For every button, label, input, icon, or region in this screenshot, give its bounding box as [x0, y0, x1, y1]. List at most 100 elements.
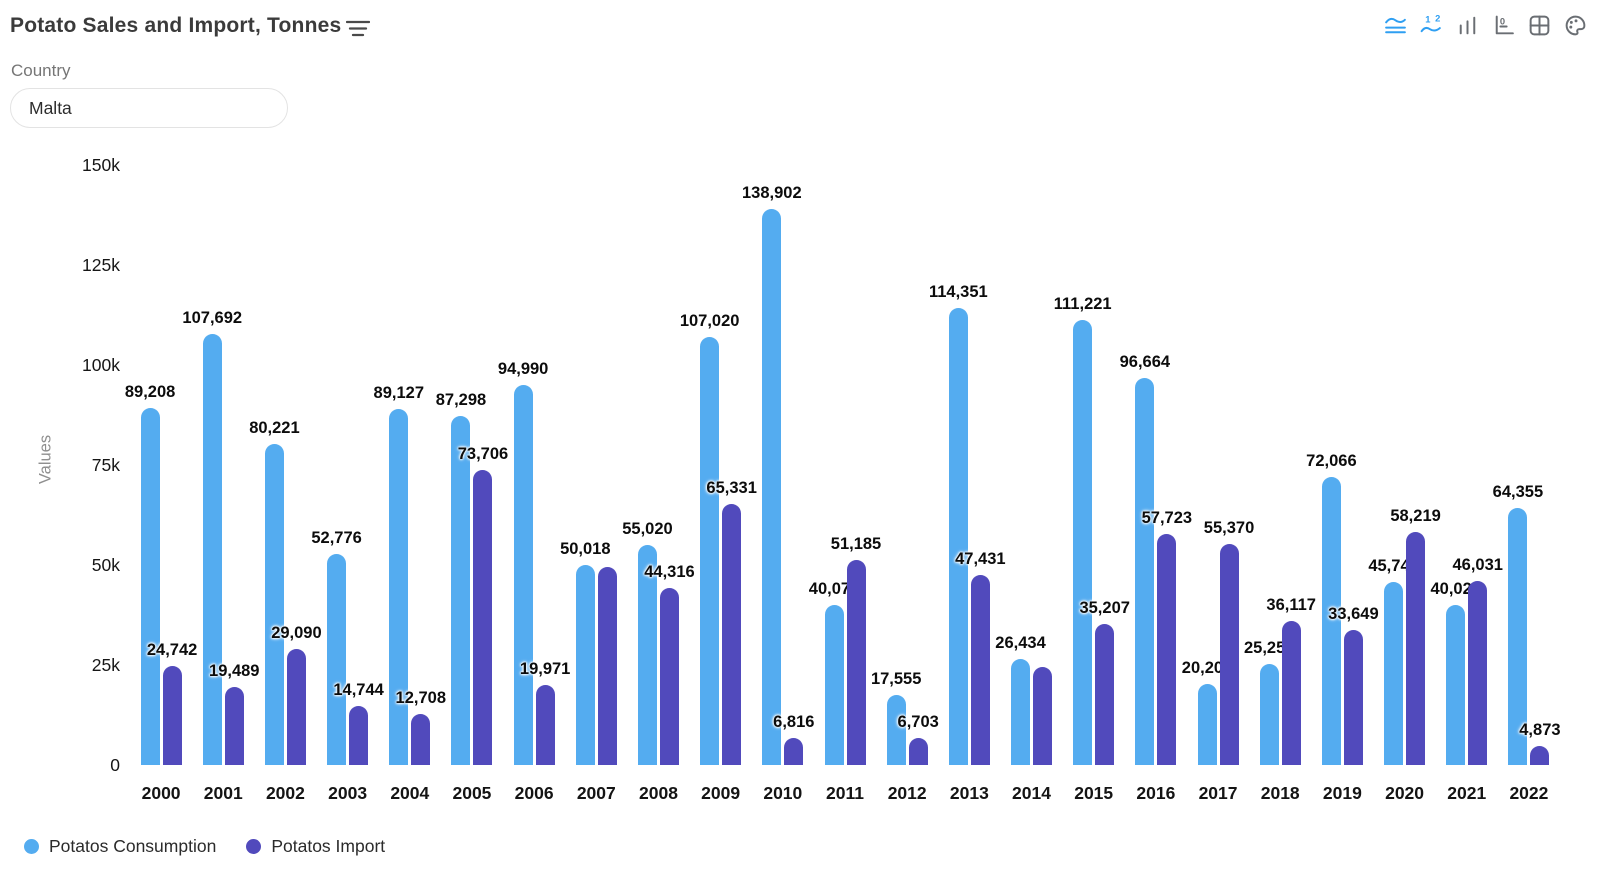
import-bar-2009[interactable] — [722, 503, 742, 765]
consumption-bar-2010[interactable] — [762, 209, 782, 765]
consumption-bar-2013[interactable] — [948, 307, 968, 765]
import-bar-2001[interactable] — [224, 687, 244, 765]
filter-icon[interactable] — [346, 19, 370, 39]
import-bar-2014[interactable] — [1033, 667, 1053, 765]
x-axis-label-2010: 2010 — [763, 783, 803, 803]
import-value-label-2009: 65,331 — [706, 478, 757, 497]
import-value-label-2019: 33,649 — [1328, 605, 1379, 624]
import-value-label-2005: 73,706 — [457, 445, 509, 464]
import-bar-2016[interactable] — [1157, 534, 1177, 765]
y-tick-label: 150k — [82, 155, 120, 175]
import-value-label-2006: 19,971 — [519, 660, 571, 679]
consumption-value-label-2007: 50,018 — [560, 539, 611, 558]
consumption-value-label-2019: 72,066 — [1306, 451, 1357, 470]
import-bar-2012[interactable] — [908, 738, 928, 765]
consumption-bar-2020[interactable] — [1384, 582, 1404, 765]
consumption-bar-2000[interactable] — [140, 408, 160, 765]
import-bar-2007[interactable] — [597, 567, 617, 765]
legend-label: Potatos Consumption — [49, 836, 217, 856]
import-bar-2013[interactable] — [970, 575, 990, 765]
bar-chart-icon[interactable] — [1455, 13, 1480, 38]
import-bar-2002[interactable] — [286, 648, 306, 765]
palette-icon[interactable] — [1563, 13, 1588, 38]
consumption-bar-2016[interactable] — [1135, 378, 1155, 765]
consumption-bar-2001[interactable] — [202, 334, 222, 765]
x-axis-label-2007: 2007 — [576, 783, 616, 803]
import-bar-2017[interactable] — [1219, 543, 1239, 765]
x-axis-label-2020: 2020 — [1385, 783, 1425, 803]
import-value-label-2017: 55,370 — [1203, 518, 1255, 537]
x-axis-label-2013: 2013 — [949, 783, 989, 803]
import-bar-2020[interactable] — [1406, 532, 1426, 765]
consumption-bar-2019[interactable] — [1321, 476, 1341, 765]
legend-label: Potatos Import — [271, 836, 386, 856]
x-axis-label-2008: 2008 — [639, 783, 678, 803]
import-value-label-2008: 44,316 — [644, 562, 695, 581]
x-axis-label-2003: 2003 — [328, 783, 368, 803]
import-bar-2019[interactable] — [1343, 630, 1363, 765]
consumption-value-label-2008: 55,020 — [622, 519, 673, 538]
consumption-bar-2007[interactable] — [575, 564, 595, 765]
consumption-bar-2003[interactable] — [327, 553, 347, 765]
consumption-value-label-2015: 111,221 — [1053, 295, 1112, 314]
import-bar-2000[interactable] — [162, 666, 182, 765]
data-grid-icon[interactable] — [1527, 13, 1552, 38]
import-bar-2006[interactable] — [535, 685, 555, 765]
import-bar-2015[interactable] — [1095, 624, 1115, 765]
consumption-bar-2017[interactable] — [1197, 684, 1217, 765]
chart-toolbar: 1 2 0 — [1383, 13, 1588, 38]
country-filter-label: Country — [11, 61, 71, 80]
svg-text:0: 0 — [1500, 16, 1505, 26]
y-tick-label: 100k — [82, 355, 120, 375]
import-bar-2011[interactable] — [846, 560, 866, 765]
import-bar-2021[interactable] — [1468, 580, 1488, 765]
legend-item-import[interactable]: Potatos Import — [246, 836, 385, 857]
import-bar-2003[interactable] — [349, 706, 369, 765]
consumption-bar-2012[interactable] — [886, 694, 906, 765]
import-value-label-2016: 57,723 — [1141, 509, 1193, 528]
svg-text:1: 1 — [1425, 14, 1430, 24]
import-bar-2022[interactable] — [1530, 745, 1550, 765]
import-value-label-2002: 29,090 — [271, 623, 322, 642]
consumption-value-label-2006: 94,990 — [497, 360, 549, 379]
consumption-value-label-2012: 17,555 — [870, 669, 922, 688]
x-axis-label-2019: 2019 — [1322, 783, 1362, 803]
axis-scale-icon[interactable]: 0 — [1491, 13, 1516, 38]
x-axis-label-2000: 2000 — [141, 783, 181, 803]
consumption-bar-2004[interactable] — [389, 408, 409, 765]
y-tick-label: 50k — [91, 555, 120, 575]
x-axis-label-2021: 2021 — [1447, 783, 1487, 803]
consumption-bar-2005[interactable] — [451, 415, 471, 765]
x-axis-label-2011: 2011 — [826, 783, 864, 803]
consumption-bar-2011[interactable] — [824, 604, 844, 765]
import-bar-2010[interactable] — [784, 737, 804, 765]
consumption-bar-2009[interactable] — [700, 336, 720, 765]
country-filter-input[interactable] — [10, 88, 288, 128]
import-bar-2004[interactable] — [411, 714, 431, 765]
consumption-bar-2002[interactable] — [264, 444, 284, 765]
y-tick-label: 75k — [91, 455, 120, 475]
import-value-label-2010: 6,816 — [773, 712, 815, 731]
consumption-value-label-2022: 64,355 — [1492, 482, 1544, 501]
data-labels-icon[interactable]: 1 2 — [1419, 13, 1444, 38]
x-axis-label-2006: 2006 — [514, 783, 554, 803]
consumption-bar-2022[interactable] — [1508, 507, 1528, 765]
consumption-bar-2014[interactable] — [1011, 659, 1031, 765]
import-value-label-2020: 58,219 — [1390, 507, 1441, 526]
consumption-bar-2006[interactable] — [513, 385, 533, 765]
legend-item-consumption[interactable]: Potatos Consumption — [24, 836, 216, 857]
x-axis-label-2004: 2004 — [390, 783, 430, 803]
consumption-bar-2008[interactable] — [637, 544, 657, 765]
import-bar-2018[interactable] — [1281, 620, 1301, 765]
consumption-legend-dot — [24, 839, 39, 854]
import-bar-2005[interactable] — [473, 470, 493, 765]
consumption-bar-2018[interactable] — [1259, 664, 1279, 765]
consumption-bar-2021[interactable] — [1446, 604, 1466, 765]
y-tick-label: 0 — [110, 755, 120, 775]
consumption-value-label-2001: 107,692 — [182, 309, 243, 328]
x-axis-label-2014: 2014 — [1012, 783, 1051, 803]
area-chart-icon[interactable] — [1383, 13, 1408, 38]
import-bar-2008[interactable] — [659, 587, 679, 765]
consumption-bar-2015[interactable] — [1073, 320, 1093, 765]
